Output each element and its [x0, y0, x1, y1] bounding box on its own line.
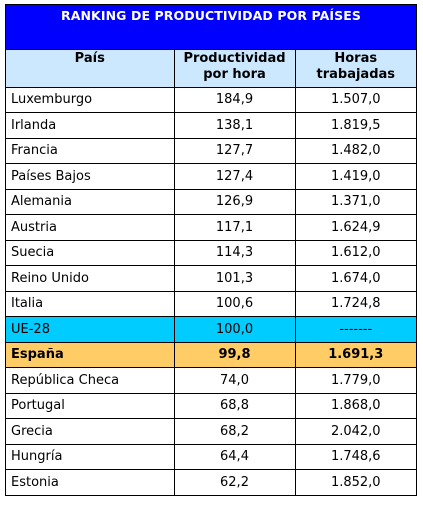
- ranking-table: País Productividad por hora Horas trabaj…: [6, 50, 416, 495]
- table-row: Alemania 126,9 1.371,0: [6, 188, 416, 215]
- hours-cell: 1.507,0: [294, 87, 416, 113]
- country-cell: Luxemburgo: [6, 87, 175, 113]
- country-cell: UE-28: [6, 316, 175, 343]
- country-cell: Suecia: [6, 239, 175, 266]
- hours-cell: 1.868,0: [294, 392, 416, 419]
- hours-cell: 1.419,0: [294, 163, 416, 190]
- ranking-table-frame: RANKING DE PRODUCTIVIDAD POR PAÍSES País…: [5, 4, 417, 496]
- productivity-cell: 64,4: [173, 443, 296, 470]
- table-row: Italia 100,6 1.724,8: [6, 290, 416, 317]
- table-row: Reino Unido 101,3 1.674,0: [6, 265, 416, 292]
- productivity-cell: 62,2: [173, 469, 296, 495]
- hours-cell: 1.674,0: [294, 265, 416, 292]
- table-row: Suecia 114,3 1.612,0: [6, 239, 416, 266]
- table-row: España 99,8 1.691,3: [6, 341, 416, 368]
- country-cell: Países Bajos: [6, 163, 175, 190]
- column-header-country: País: [6, 50, 175, 88]
- productivity-cell: 99,8: [173, 341, 296, 368]
- column-header-hours: Horas trabajadas: [294, 50, 416, 88]
- productivity-cell: 114,3: [173, 239, 296, 266]
- hours-cell: -------: [294, 316, 416, 343]
- productivity-cell: 127,7: [173, 137, 296, 164]
- table-title: RANKING DE PRODUCTIVIDAD POR PAÍSES: [6, 5, 416, 50]
- productivity-cell: 68,2: [173, 418, 296, 445]
- hours-cell: 1.748,6: [294, 443, 416, 470]
- hours-cell: 1.482,0: [294, 137, 416, 164]
- country-cell: Italia: [6, 290, 175, 317]
- column-header-productivity-label: Productividad por hora: [183, 51, 286, 82]
- productivity-cell: 126,9: [173, 188, 296, 215]
- country-cell: República Checa: [6, 367, 175, 394]
- hours-cell: 1.779,0: [294, 367, 416, 394]
- hours-cell: 1.612,0: [294, 239, 416, 266]
- country-cell: Portugal: [6, 392, 175, 419]
- productivity-cell: 117,1: [173, 214, 296, 241]
- column-header-productivity: Productividad por hora: [173, 50, 296, 88]
- productivity-cell: 184,9: [173, 87, 296, 113]
- table-row: Grecia 68,2 2.042,0: [6, 418, 416, 445]
- productivity-cell: 100,6: [173, 290, 296, 317]
- productivity-cell: 68,8: [173, 392, 296, 419]
- hours-cell: 1.371,0: [294, 188, 416, 215]
- table-row: Portugal 68,8 1.868,0: [6, 392, 416, 419]
- country-cell: Alemania: [6, 188, 175, 215]
- country-cell: Hungría: [6, 443, 175, 470]
- table-row: República Checa 74,0 1.779,0: [6, 367, 416, 394]
- hours-cell: 1.819,5: [294, 112, 416, 139]
- country-cell: Irlanda: [6, 112, 175, 139]
- hours-cell: 1.691,3: [294, 341, 416, 368]
- table-row: UE-28 100,0 -------: [6, 316, 416, 343]
- country-cell: Grecia: [6, 418, 175, 445]
- table-row: Estonia 62,2 1.852,0: [6, 469, 416, 495]
- table-row: Países Bajos 127,4 1.419,0: [6, 163, 416, 190]
- country-cell: Francia: [6, 137, 175, 164]
- country-cell: España: [6, 341, 175, 368]
- table-row: Hungría 64,4 1.748,6: [6, 443, 416, 470]
- column-header-hours-label: Horas trabajadas: [316, 51, 396, 82]
- table-row: Francia 127,7 1.482,0: [6, 137, 416, 164]
- hours-cell: 1.724,8: [294, 290, 416, 317]
- country-cell: Austria: [6, 214, 175, 241]
- table-row: Austria 117,1 1.624,9: [6, 214, 416, 241]
- productivity-cell: 74,0: [173, 367, 296, 394]
- table-row: Luxemburgo 184,9 1.507,0: [6, 87, 416, 113]
- country-cell: Estonia: [6, 469, 175, 495]
- header-row: País Productividad por hora Horas trabaj…: [6, 50, 416, 88]
- productivity-cell: 101,3: [173, 265, 296, 292]
- hours-cell: 1.624,9: [294, 214, 416, 241]
- hours-cell: 2.042,0: [294, 418, 416, 445]
- table-row: Irlanda 138,1 1.819,5: [6, 112, 416, 139]
- productivity-cell: 100,0: [173, 316, 296, 343]
- hours-cell: 1.852,0: [294, 469, 416, 495]
- country-cell: Reino Unido: [6, 265, 175, 292]
- productivity-cell: 127,4: [173, 163, 296, 190]
- productivity-cell: 138,1: [173, 112, 296, 139]
